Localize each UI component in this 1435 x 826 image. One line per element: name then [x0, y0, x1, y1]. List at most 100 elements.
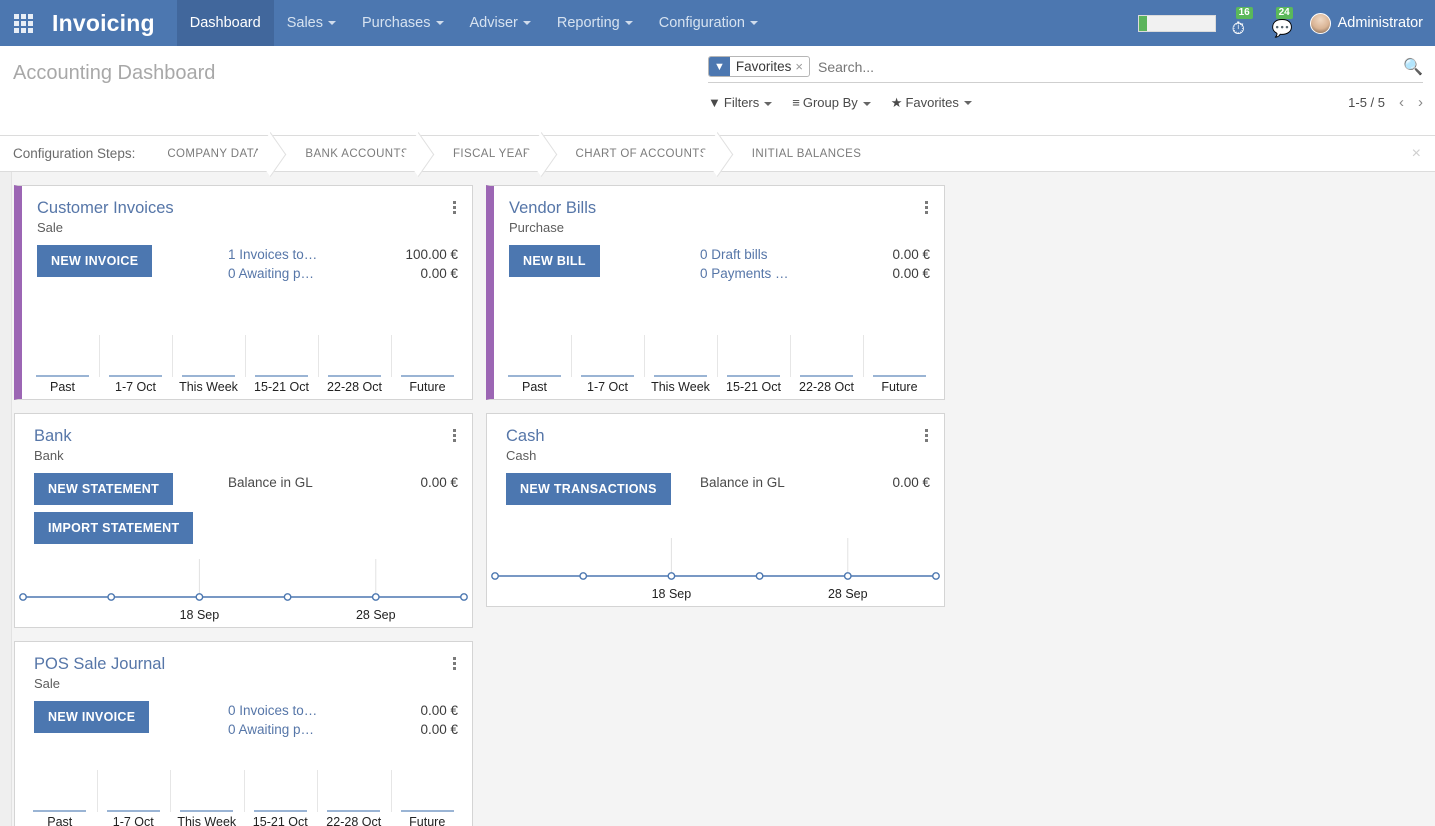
bar-slot[interactable] — [717, 329, 790, 377]
card-kebab-menu-icon[interactable] — [449, 199, 460, 216]
nav-item-reporting[interactable]: Reporting — [544, 0, 646, 46]
group-by-dropdown[interactable]: ≡ Group By — [792, 95, 871, 110]
nav-item-adviser[interactable]: Adviser — [457, 0, 544, 46]
bar[interactable] — [401, 375, 454, 377]
button-new-bill[interactable]: NEW BILL — [509, 245, 600, 277]
card-kebab-menu-icon[interactable] — [921, 427, 932, 444]
apps-grid-icon[interactable] — [0, 0, 46, 46]
bar-slot[interactable] — [99, 329, 172, 377]
config-step-chart-of-accounts[interactable]: CHART OF ACCOUNTS — [554, 136, 730, 172]
bar[interactable] — [800, 375, 853, 377]
bar[interactable] — [400, 810, 454, 812]
card-title[interactable]: Vendor Bills — [509, 199, 597, 217]
card-kebab-menu-icon[interactable] — [449, 655, 460, 672]
card-subtitle: Purchase — [509, 220, 564, 235]
nav-item-label: Dashboard — [189, 15, 261, 31]
bar-slot[interactable] — [170, 764, 244, 812]
card-title[interactable]: Bank — [34, 427, 72, 445]
bar-slot[interactable] — [644, 329, 717, 377]
button-new-transactions[interactable]: NEW TRANSACTIONS — [506, 473, 671, 505]
bar-slot[interactable] — [26, 329, 99, 377]
pager-next-icon[interactable]: › — [1418, 94, 1423, 111]
figure-row: 0 Draft bills 0.00 € — [700, 245, 930, 264]
figure-label[interactable]: 1 Invoices to… — [228, 247, 318, 262]
bar[interactable] — [328, 375, 381, 377]
figure-label[interactable]: 0 Invoices to… — [228, 703, 318, 718]
bar[interactable] — [727, 375, 780, 377]
configuration-steps-bar: Configuration Steps: COMPANY DATA BANK AC… — [0, 136, 1435, 172]
axis-tick-label: 22-28 Oct — [326, 815, 382, 826]
bar-slot[interactable] — [790, 329, 863, 377]
bar[interactable] — [253, 810, 307, 812]
bar-slot[interactable] — [390, 764, 465, 812]
journal-card-cash: Cash Cash NEW TRANSACTIONS Balance in GL 0.0… — [486, 413, 945, 607]
bar-axis-labels: Past 1-7 Oct This Week 15-21 Oct 22-28 Oct Fu… — [26, 377, 464, 397]
app-brand-invoicing[interactable]: Invoicing — [52, 9, 155, 36]
search-facet-favorites[interactable]: ▼ Favorites × — [708, 56, 811, 77]
pager-prev-icon[interactable]: ‹ — [1399, 94, 1404, 111]
bar[interactable] — [182, 375, 235, 377]
card-kebab-menu-icon[interactable] — [449, 427, 460, 444]
bar[interactable] — [654, 375, 707, 377]
figure-label[interactable]: 0 Payments … — [700, 266, 789, 281]
button-new-invoice[interactable]: NEW INVOICE — [37, 245, 153, 277]
nav-item-label: Reporting — [556, 15, 620, 31]
bar-slot[interactable] — [245, 329, 318, 377]
search-row: ▼ Favorites × 🔍 — [708, 56, 1423, 83]
user-menu[interactable]: Administrator — [1309, 12, 1423, 34]
bar-slot[interactable] — [243, 764, 318, 812]
nav-item-dashboard[interactable]: Dashboard — [176, 0, 274, 46]
activity-clock-icon[interactable]: 16 ⏱ — [1230, 7, 1256, 38]
bar[interactable] — [33, 810, 87, 812]
close-icon[interactable]: × — [1411, 145, 1421, 162]
config-step-fiscal-year[interactable]: FISCAL YEAR — [431, 136, 554, 172]
nav-item-sales[interactable]: Sales — [274, 0, 349, 46]
bar-slot[interactable] — [318, 329, 391, 377]
bar-slot[interactable] — [571, 329, 644, 377]
figure-label[interactable]: 0 Awaiting p… — [228, 722, 315, 737]
card-title[interactable]: POS Sale Journal — [34, 655, 166, 673]
bar[interactable] — [327, 810, 381, 812]
magnifier-icon[interactable]: 🔍 — [1403, 58, 1423, 76]
button-new-statement[interactable]: NEW STATEMENT — [34, 473, 174, 505]
nav-item-configuration[interactable]: Configuration — [646, 0, 771, 46]
setup-progress-bar[interactable] — [1137, 14, 1216, 32]
bar[interactable] — [180, 810, 234, 812]
bar[interactable] — [581, 375, 634, 377]
config-step-bank-accounts[interactable]: BANK ACCOUNTS — [283, 136, 431, 172]
config-step-label: CHART OF ACCOUNTS — [575, 147, 708, 160]
figure-label[interactable]: 0 Awaiting p… — [228, 266, 315, 281]
card-title[interactable]: Cash — [506, 427, 545, 445]
bar[interactable] — [255, 375, 308, 377]
bar-slot[interactable] — [317, 764, 391, 812]
config-step-initial-balances[interactable]: INITIAL BALANCES — [730, 136, 884, 172]
activity-count-badge: 16 — [1235, 7, 1253, 19]
bar-slot[interactable] — [498, 329, 571, 377]
card-kebab-menu-icon[interactable] — [921, 199, 932, 216]
bar-slot[interactable] — [391, 329, 464, 377]
bar-plot — [26, 329, 464, 377]
card-figures: Balance in GL 0.00 € — [228, 473, 458, 544]
search-input[interactable] — [818, 58, 1404, 75]
line-axis-labels: 18 Sep 28 Sep — [487, 584, 944, 604]
favorites-dropdown[interactable]: ★ Favorites — [891, 95, 972, 111]
bar-slot[interactable] — [863, 329, 936, 377]
bar-slot[interactable] — [172, 329, 245, 377]
messages-chat-icon[interactable]: 24 💬 — [1270, 7, 1296, 38]
bar[interactable] — [109, 375, 162, 377]
bar-slot[interactable] — [96, 764, 171, 812]
bar[interactable] — [508, 375, 561, 377]
bar[interactable] — [873, 375, 926, 377]
bar[interactable] — [106, 810, 160, 812]
nav-item-purchases[interactable]: Purchases — [349, 0, 457, 46]
bar-slot[interactable] — [23, 764, 97, 812]
card-title[interactable]: Customer Invoices — [37, 199, 174, 217]
filters-dropdown[interactable]: ▼ Filters — [708, 95, 773, 110]
config-step-company-data[interactable]: COMPANY DATA — [145, 136, 283, 172]
figure-label[interactable]: 0 Draft bills — [700, 247, 768, 262]
button-import-statement[interactable]: IMPORT STATEMENT — [34, 512, 194, 544]
axis-tick-label: Past — [47, 815, 73, 826]
bar[interactable] — [36, 375, 89, 377]
facet-remove-icon[interactable]: × — [795, 59, 804, 74]
button-new-invoice[interactable]: NEW INVOICE — [34, 701, 150, 733]
